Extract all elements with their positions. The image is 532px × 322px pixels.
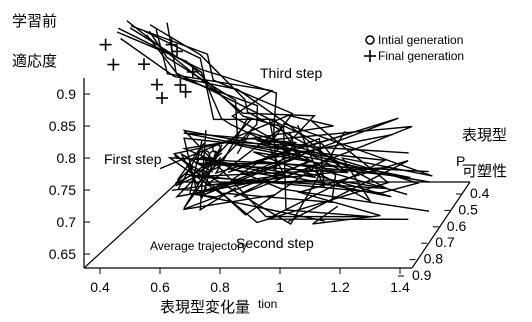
z-tick-label: 0.65 — [49, 246, 76, 262]
trajectories — [116, 20, 433, 225]
average-trajectory-label: Average trajectory — [150, 239, 247, 253]
third-step-label: Third step — [260, 65, 322, 81]
trajectory-line — [126, 20, 316, 181]
trajectory-line — [182, 124, 372, 218]
z-ticks: 0.65 0.7 0.75 0.8 0.85 0.9 — [49, 86, 90, 262]
legend-final-label: Final generation — [378, 49, 464, 63]
y-tick-label: 0.9 — [412, 267, 432, 283]
final-generation-point — [179, 85, 192, 98]
x-ticks: 0.4 0.6 0.8 1 1.2 1.4 — [90, 268, 410, 295]
y-axis-label: 可塑性 — [462, 162, 507, 180]
trajectory-line — [172, 120, 409, 224]
final-generation-point — [165, 38, 178, 51]
x-tick-label: 1.2 — [330, 279, 350, 295]
trajectory-line — [148, 30, 322, 198]
z-axis-top-label: 学習前 — [12, 12, 57, 30]
right-floor-line — [411, 181, 471, 269]
z-tick-label: 0.85 — [49, 118, 76, 134]
trajectory-line — [288, 160, 409, 225]
x-tick-label: 1.4 — [390, 279, 410, 295]
final-generation-point — [99, 38, 112, 51]
second-step-label: Second step — [236, 235, 314, 251]
x-tick-label: 0.6 — [150, 279, 170, 295]
final-generation-point — [107, 58, 120, 71]
trajectory-line — [227, 124, 325, 188]
final-generation-point — [138, 58, 150, 71]
trajectory-line — [196, 131, 421, 194]
final-generation-point — [151, 78, 163, 91]
initial-generation-point — [212, 144, 222, 154]
trajectory-line — [149, 24, 390, 190]
z-tick-label: 0.7 — [57, 214, 77, 230]
trajectory-line — [176, 142, 205, 192]
z-tick-label: 0.8 — [57, 150, 77, 166]
trajectory-line — [194, 151, 430, 198]
markers — [99, 38, 222, 173]
final-generation-point — [186, 65, 199, 78]
legend-initial-label: Intial generation — [378, 33, 463, 47]
trajectory-line — [199, 130, 237, 212]
back-floor-line — [83, 181, 179, 269]
y-ticks: 0.40.50.60.70.80.9 — [398, 185, 490, 283]
trajectory-line — [189, 140, 217, 198]
y-axis-top-label: 表現型 — [462, 126, 507, 144]
x-tick-label: 0.4 — [90, 279, 110, 295]
legend: Intial generation Final generation — [364, 33, 464, 63]
z-tick-label: 0.9 — [57, 86, 77, 102]
trajectory-line — [129, 27, 311, 211]
final-generation-point — [156, 92, 168, 104]
initial-generation-point — [202, 163, 213, 173]
x-tick-label: 1 — [276, 279, 284, 295]
axis-box — [83, 78, 471, 269]
y-tick-label: 0.7 — [435, 234, 455, 250]
y-tick-label: 0.8 — [424, 251, 444, 267]
first-step-label: First step — [104, 151, 162, 167]
x-axis-label: 表現型変化量 — [160, 298, 250, 316]
z-axis-label: 適応度 — [12, 52, 57, 70]
legend-circle-marker — [365, 35, 375, 45]
y-tick-label: 0.6 — [447, 218, 467, 234]
x-axis-overlap-label: tion — [258, 297, 277, 311]
trajectory-line — [159, 114, 430, 212]
z-tick-label: 0.75 — [49, 182, 76, 198]
final-generation-point — [171, 45, 183, 58]
y-tick-label: 0.4 — [470, 185, 490, 201]
final-generation-point — [174, 78, 187, 91]
legend-plus-marker — [364, 50, 376, 62]
trajectory-line — [283, 122, 433, 203]
y-axis-top-overlap-label: P — [456, 153, 465, 169]
trajectory-line — [146, 34, 259, 186]
y-tick-label: 0.5 — [458, 201, 478, 217]
x-tick-label: 0.8 — [210, 279, 230, 295]
